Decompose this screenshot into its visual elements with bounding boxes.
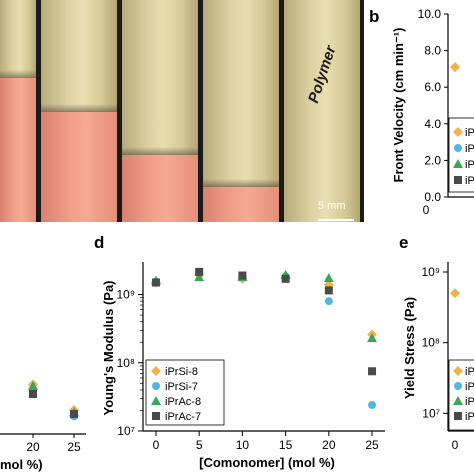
panel-b-legend: iP iP iP iP: [448, 117, 474, 193]
panel-d-legend-label: iPrSi-8: [165, 366, 198, 378]
panel-d-legend-marker: [152, 412, 160, 420]
panel-d-point: [323, 272, 334, 282]
panel-b-ytick: 10.0: [418, 7, 442, 21]
panel-d-point: [324, 286, 333, 295]
panel-e: Yield Stress (Pa) 10⁷ 10⁸ 10⁹ 0 iP iP iP iP: [402, 262, 474, 452]
panel-d-legend-marker: [151, 396, 161, 405]
panel-d-legend-marker: [152, 382, 160, 390]
panel-d-ytick: 10⁹: [117, 288, 136, 302]
panel-d-point: [195, 267, 204, 276]
panel-d-point: [324, 297, 333, 306]
panel-b-ytick: 4.0: [424, 117, 441, 131]
panel-c-point: [70, 410, 78, 418]
tube-4: [203, 0, 279, 222]
panel-e-ylabel: Yield Stress (Pa): [402, 297, 417, 399]
panel-d-xtick: 20: [322, 438, 336, 452]
panel-c: 20 25 mol %): [0, 379, 86, 472]
tube-2: [41, 0, 117, 222]
panel-b-legend-label: iP: [465, 175, 474, 187]
panel-d-legend-label: iPrAc-8: [165, 396, 201, 408]
panel-c-xtick-25: 25: [67, 440, 81, 454]
tube-3: [122, 0, 198, 222]
panel-d-point: [281, 274, 290, 283]
panel-e-xtick-0: 0: [452, 438, 459, 452]
panel-letter-e: e: [399, 233, 408, 252]
panel-b-legend-label: iP: [465, 127, 474, 139]
panel-d-ytick: 10⁸: [117, 356, 135, 370]
panel-b-ytick: 8.0: [424, 44, 441, 58]
panel-e-ytick: 10⁸: [422, 336, 440, 350]
panel-d-point: [194, 272, 205, 282]
panel-e-ytick: 10⁹: [422, 265, 441, 279]
panel-c-point: [28, 381, 38, 390]
panel-b-legend-marker: [453, 159, 463, 168]
panel-b-legend-marker: [453, 127, 463, 137]
panel-e-legend: iP iP iP iP: [448, 359, 474, 431]
panel-d-point: [368, 367, 377, 376]
scale-bar: [318, 219, 354, 221]
panel-letter-b: b: [369, 7, 379, 26]
panel-b-point: [450, 62, 460, 73]
panel-b-legend-label: iP: [465, 143, 474, 155]
panel-b-legend-label: iP: [465, 159, 474, 171]
panel-b-xtick-0: 0: [423, 203, 430, 217]
panel-b-ylabel: Front Velocity (cm min⁻¹): [391, 28, 406, 183]
panel-d-xtick: 0: [153, 438, 160, 452]
panel-e-point: [450, 288, 460, 299]
panel-e-legend-label: iP: [465, 411, 474, 423]
panel-b-ytick: 2.0: [424, 153, 441, 167]
panel-d-xtick: 10: [236, 438, 250, 452]
panel-d-point: [238, 271, 247, 280]
panel-d-legend-label: iPrAc-7: [165, 411, 201, 423]
photo-strip: Polymer 5 mm: [0, 0, 364, 222]
panel-b-ytick: 0.0: [424, 190, 441, 204]
scale-bar-label: 5 mm: [318, 200, 346, 212]
panel-e-legend-marker: [453, 366, 463, 376]
panel-e-legend-marker: [454, 412, 462, 420]
panel-c-xlabel: mol %): [0, 457, 43, 472]
panel-e-ytick: 10⁷: [422, 406, 440, 420]
panel-d-xtick: 15: [279, 438, 293, 452]
panel-d-ylabel: Young's Modulus (Pa): [101, 280, 116, 415]
panel-e-legend-marker: [453, 396, 463, 405]
panel-d-point: [151, 278, 160, 287]
panel-d-legend-marker: [151, 366, 161, 376]
panel-d-point: [367, 333, 378, 343]
panel-b: Front Velocity (cm min⁻¹) 0.0 2.0 4.0 6.0 8.…: [391, 7, 474, 217]
panel-c-xtick-20: 20: [26, 440, 40, 454]
panel-c-point: [29, 390, 37, 398]
panel-d-xtick: 5: [196, 438, 203, 452]
tube-1: [0, 0, 36, 222]
panel-d-legend-label: iPrSi-7: [165, 381, 198, 393]
panel-b-legend-marker: [454, 144, 462, 152]
panel-d-point: [368, 401, 377, 410]
panel-d-xtick: 25: [365, 438, 379, 452]
panel-b-legend-marker: [454, 176, 462, 184]
panel-e-legend-label: iP: [465, 381, 474, 393]
panel-letter-d: d: [94, 233, 104, 252]
panel-e-legend-label: iP: [465, 396, 474, 408]
panel-b-ytick: 6.0: [424, 80, 441, 94]
panel-d-ytick: 10⁷: [117, 424, 135, 438]
tube-5: [284, 0, 360, 222]
panel-e-legend-label: iP: [465, 366, 474, 378]
panel-d-xlabel: [Comonomer] (mol %): [199, 455, 335, 470]
panel-d: Young's Modulus (Pa) [Comonomer] (mol %)…: [101, 262, 385, 470]
panel-e-legend-marker: [454, 382, 462, 390]
panel-d-legend: iPrSi-8 iPrSi-7 iPrAc-8 iPrAc-7: [145, 359, 225, 426]
